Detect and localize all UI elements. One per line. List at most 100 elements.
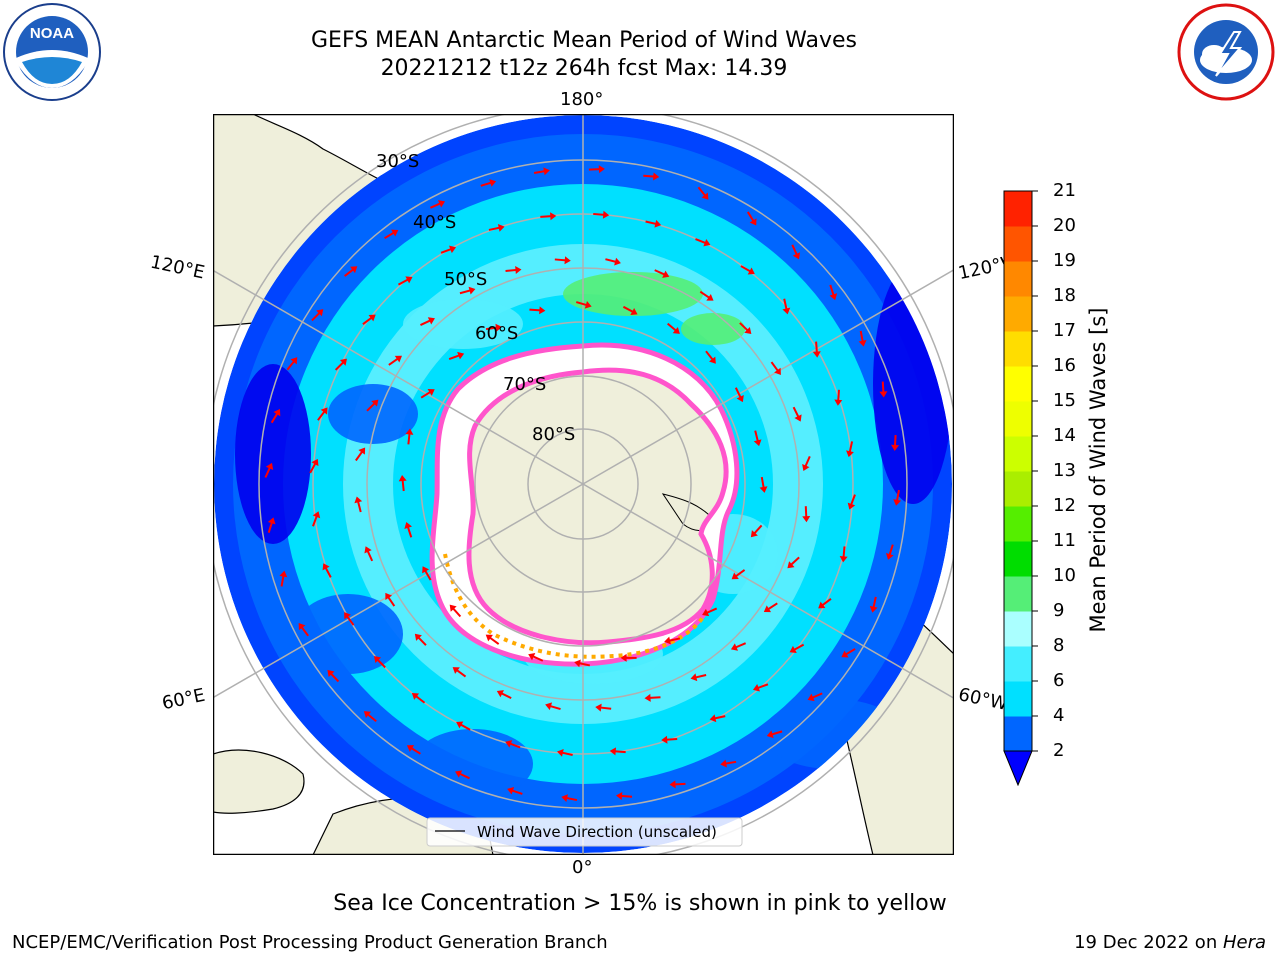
land [468, 369, 727, 644]
wave-arrow [557, 748, 573, 757]
wave-arrow-head [598, 165, 605, 174]
wave-arrow [661, 735, 678, 744]
wave-arrow [327, 669, 340, 683]
wave-arrow [782, 298, 791, 315]
wave-arrow [404, 522, 413, 538]
wave-arrow [406, 745, 421, 755]
colorbar-segment [1004, 541, 1032, 577]
wave-arrow [841, 648, 856, 658]
wave-arrow-head [664, 636, 671, 645]
wave-arrow-head [661, 735, 668, 744]
wave-arrow [286, 357, 298, 371]
wave-arrow [705, 350, 716, 364]
colorbar-tick-label: 17 [1053, 320, 1076, 341]
wave-arrow-head [515, 266, 522, 275]
wave-arrow-head [363, 711, 372, 718]
wave-arrow-head [422, 566, 430, 574]
wave-arrow [309, 458, 319, 474]
wave-arrow-head [703, 238, 711, 247]
wave-arrow [588, 165, 605, 174]
wave-arrow [334, 358, 347, 371]
wave-arrow-head [406, 745, 415, 752]
wave-arrow-head [543, 167, 550, 176]
wave-arrow-head [320, 407, 328, 415]
wave-arrow [697, 186, 709, 200]
wave-arrow-head [358, 447, 366, 455]
wave-arrow-head [557, 748, 564, 757]
wave-arrow-head [405, 276, 413, 284]
lat-label-50s: 50°S [444, 269, 488, 290]
ocean-patch [681, 313, 745, 345]
colorbar-segment [1004, 261, 1032, 297]
wave-arrow [540, 212, 557, 221]
wave-arrow [456, 721, 471, 731]
wave-arrow [264, 462, 274, 478]
wave-arrow-head [452, 667, 460, 674]
wave-arrow [397, 276, 413, 286]
colorbar-tick-label: 20 [1053, 215, 1076, 236]
wave-arrow-head [374, 655, 382, 664]
wave-arrow [829, 284, 838, 301]
wave-arrow [770, 361, 781, 375]
wave-arrow-head [364, 546, 372, 554]
lat-label-60s: 60°S [475, 323, 519, 344]
wave-arrow [449, 604, 462, 618]
wave-arrow [429, 200, 446, 209]
wave-arrow [753, 430, 762, 447]
wave-arrow-head [701, 192, 709, 200]
wave-arrow [847, 494, 856, 510]
wave-arrow-head [879, 391, 888, 398]
lat-label-30s: 30°S [376, 151, 420, 172]
wave-arrow [505, 740, 521, 749]
wave-arrow [317, 407, 328, 421]
wave-arrow-head [457, 351, 465, 360]
colorbar-segment [1004, 506, 1032, 542]
wave-arrow [384, 229, 399, 240]
wave-arrow-head [789, 645, 797, 653]
colorbar-segment [1004, 611, 1032, 647]
wave-arrow [752, 683, 769, 692]
colorbar-segment [1004, 681, 1032, 717]
ocean-patch [403, 299, 523, 349]
wave-arrow-head [669, 780, 676, 789]
wave-arrow [270, 409, 281, 424]
colorbar-segment [1004, 471, 1032, 507]
wave-arrow-head [595, 703, 602, 712]
footer-date: 19 Dec 2022 on [1074, 932, 1223, 953]
wave-arrow-head [414, 633, 422, 641]
wave-arrow-head [495, 323, 502, 332]
wave-arrow [750, 524, 763, 538]
wave-arrow [496, 690, 512, 699]
wave-arrow-head [839, 556, 848, 563]
colorbar-tick-label: 8 [1053, 635, 1065, 656]
wave-arrow-head [782, 307, 791, 315]
wave-arrow-head [265, 462, 274, 471]
wave-arrow [891, 434, 900, 451]
wave-arrow-head [654, 219, 662, 228]
wave-arrow-head [774, 367, 781, 375]
wave-arrow-head [489, 179, 497, 187]
wave-arrow [605, 257, 621, 266]
wave-arrow-head [273, 409, 281, 417]
wave-arrow-head [497, 223, 505, 232]
wave-arrow [575, 300, 592, 309]
wave-arrow-head [752, 683, 760, 692]
wave-arrow-head [449, 245, 457, 254]
wave-arrow [398, 475, 407, 492]
wave-arrow-head [354, 496, 363, 504]
wave-arrow-head [455, 770, 463, 778]
wave-arrow-head [744, 327, 752, 335]
wave-arrow-head [869, 605, 878, 613]
wave-arrow-head [731, 572, 739, 580]
wave-arrow [388, 355, 402, 366]
wave-arrow [480, 179, 497, 187]
wave-arrow [574, 659, 591, 668]
map-legend: Wind Wave Direction (unscaled) [426, 817, 743, 847]
legend-label: Wind Wave Direction (unscaled) [477, 823, 717, 841]
wave-arrow [485, 634, 500, 645]
wave-arrow [858, 330, 867, 347]
wave-direction-arrows [264, 165, 902, 803]
wave-arrow-head [749, 218, 757, 226]
wave-arrow-head [449, 604, 457, 612]
wave-arrow-head [885, 552, 894, 560]
